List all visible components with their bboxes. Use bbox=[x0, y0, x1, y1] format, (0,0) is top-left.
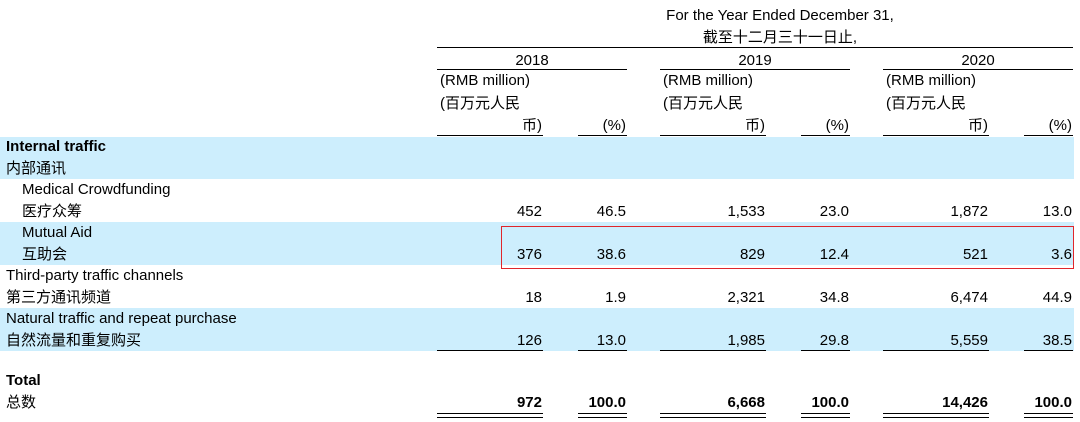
total-2019-pct: 100.0 bbox=[811, 394, 849, 411]
unit-zh1-2018: (百万元人民 bbox=[440, 95, 520, 112]
total-rule-2 bbox=[578, 413, 627, 418]
total-rule-5 bbox=[883, 413, 989, 418]
value-2018-rmb: 376 bbox=[516, 246, 542, 263]
sub-rule-6 bbox=[1024, 350, 1073, 351]
col-rule-4 bbox=[801, 135, 850, 136]
value-2020-rmb: 5,559 bbox=[950, 332, 988, 349]
unit-zh2-2020: 币) bbox=[968, 117, 988, 134]
col-rule-3 bbox=[660, 135, 766, 136]
total-2018-rmb: 972 bbox=[516, 394, 542, 411]
value-2019-rmb: 2,321 bbox=[727, 289, 765, 306]
unit-en-2018: (RMB million) bbox=[440, 72, 530, 89]
col-rule-2 bbox=[578, 135, 627, 136]
value-2020-pct: 38.5 bbox=[1042, 332, 1072, 349]
highlight-box bbox=[501, 226, 1074, 269]
value-2020-pct: 3.6 bbox=[1051, 246, 1072, 263]
unit-zh1-2019: (百万元人民 bbox=[663, 95, 743, 112]
value-2019-pct: 34.8 bbox=[819, 289, 849, 306]
value-2018-pct: 38.6 bbox=[596, 246, 626, 263]
row-label-en: Natural traffic and repeat purchase bbox=[6, 310, 237, 327]
year-2020: 2020 bbox=[961, 52, 995, 69]
value-2018-pct: 1.9 bbox=[605, 289, 626, 306]
total-2020-rmb: 14,426 bbox=[942, 394, 988, 411]
row-label-en: Third-party traffic channels bbox=[6, 267, 184, 284]
unit-en-2019: (RMB million) bbox=[663, 72, 753, 89]
total-rule-3 bbox=[660, 413, 766, 418]
value-2020-pct: 13.0 bbox=[1042, 203, 1072, 220]
band-mutual-aid bbox=[0, 222, 1074, 265]
unit-en-2020: (RMB million) bbox=[886, 72, 976, 89]
unit-zh2-2018: 币) bbox=[522, 117, 542, 134]
value-2018-pct: 13.0 bbox=[596, 332, 626, 349]
sub-rule-3 bbox=[660, 350, 766, 351]
sub-rule-4 bbox=[801, 350, 850, 351]
value-2020-rmb: 6,474 bbox=[950, 289, 988, 306]
value-2018-rmb: 18 bbox=[525, 289, 542, 306]
year-2019: 2019 bbox=[738, 52, 772, 69]
band-natural bbox=[0, 308, 1074, 351]
col-rule-5 bbox=[883, 135, 989, 136]
period-en: For the Year Ended December 31, bbox=[666, 7, 894, 24]
value-2019-rmb: 1,985 bbox=[727, 332, 765, 349]
value-2019-pct: 23.0 bbox=[819, 203, 849, 220]
value-2019-pct: 12.4 bbox=[819, 246, 849, 263]
year-rule-2019 bbox=[660, 69, 850, 70]
year-rule-2018 bbox=[437, 69, 627, 70]
year-rule-2020 bbox=[883, 69, 1073, 70]
total-2019-rmb: 6,668 bbox=[727, 394, 765, 411]
band-internal bbox=[0, 137, 1074, 179]
section-internal-en: Internal traffic bbox=[6, 138, 107, 155]
total-2020-pct: 100.0 bbox=[1034, 394, 1072, 411]
col-rule-1 bbox=[437, 135, 543, 136]
year-2018: 2018 bbox=[515, 52, 549, 69]
pct-2018: (%) bbox=[602, 117, 626, 134]
total-label-en: Total bbox=[6, 372, 41, 389]
value-2019-rmb: 829 bbox=[739, 246, 765, 263]
sub-rule-2 bbox=[578, 350, 627, 351]
total-rule-4 bbox=[801, 413, 850, 418]
unit-zh2-2019: 币) bbox=[745, 117, 765, 134]
section-internal-zh: 内部通讯 bbox=[6, 160, 67, 177]
value-2020-pct: 44.9 bbox=[1042, 289, 1072, 306]
row-label-zh: 自然流量和重复购买 bbox=[6, 332, 142, 349]
period-zh: 截至十二月三十一日止, bbox=[702, 29, 858, 46]
value-2019-pct: 29.8 bbox=[819, 332, 849, 349]
col-rule-6 bbox=[1024, 135, 1073, 136]
row-label-zh: 互助会 bbox=[22, 246, 68, 263]
value-2020-rmb: 521 bbox=[962, 246, 988, 263]
row-label-zh: 第三方通讯频道 bbox=[6, 289, 112, 306]
header-rule bbox=[437, 47, 1073, 48]
sub-rule-1 bbox=[437, 350, 543, 351]
value-2018-pct: 46.5 bbox=[596, 203, 626, 220]
value-2019-rmb: 1,533 bbox=[727, 203, 765, 220]
value-2020-rmb: 1,872 bbox=[950, 203, 988, 220]
total-label-zh: 总数 bbox=[6, 394, 37, 411]
pct-2020: (%) bbox=[1048, 117, 1072, 134]
sub-rule-5 bbox=[883, 350, 989, 351]
row-label-en: Mutual Aid bbox=[22, 224, 93, 241]
row-label-en: Medical Crowdfunding bbox=[22, 181, 171, 198]
value-2018-rmb: 452 bbox=[516, 203, 542, 220]
unit-zh1-2020: (百万元人民 bbox=[886, 95, 966, 112]
total-2018-pct: 100.0 bbox=[588, 394, 626, 411]
value-2018-rmb: 126 bbox=[516, 332, 542, 349]
pct-2019: (%) bbox=[825, 117, 849, 134]
total-rule-1 bbox=[437, 413, 543, 418]
total-rule-6 bbox=[1024, 413, 1073, 418]
row-label-zh: 医疗众筹 bbox=[22, 203, 83, 220]
